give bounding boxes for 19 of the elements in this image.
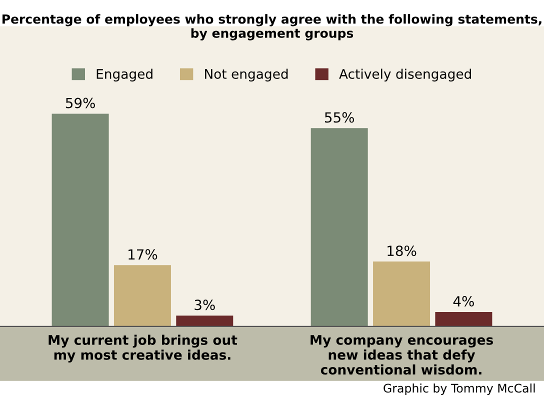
- bar: [373, 262, 430, 326]
- bar: [176, 316, 234, 326]
- bar: [310, 128, 368, 326]
- data-label: 4%: [453, 296, 474, 307]
- bar: [114, 265, 171, 326]
- bar: [435, 312, 492, 326]
- x-tick-label: My company encourages new ideas that defy conventional wisdom.: [310, 335, 493, 375]
- text: Graphic by Tommy McCall: [384, 384, 535, 395]
- data-label: 59%: [66, 98, 95, 108]
- data-label: 3%: [194, 300, 215, 310]
- x-tick-label: My current job brings out my most creative ideas.: [48, 334, 238, 363]
- data-label: 55%: [324, 112, 354, 123]
- chart-title: Percentage of employees who strongly agree with the following statements, by engagement groups: [2, 14, 542, 40]
- legend-label: Not engaged: [205, 68, 288, 82]
- data-label: 17%: [128, 249, 158, 260]
- bar: [52, 114, 109, 326]
- legend-label: Actively disengaged: [339, 68, 471, 82]
- data-label: 18%: [388, 246, 416, 256]
- legend-label: Engaged: [96, 68, 152, 82]
